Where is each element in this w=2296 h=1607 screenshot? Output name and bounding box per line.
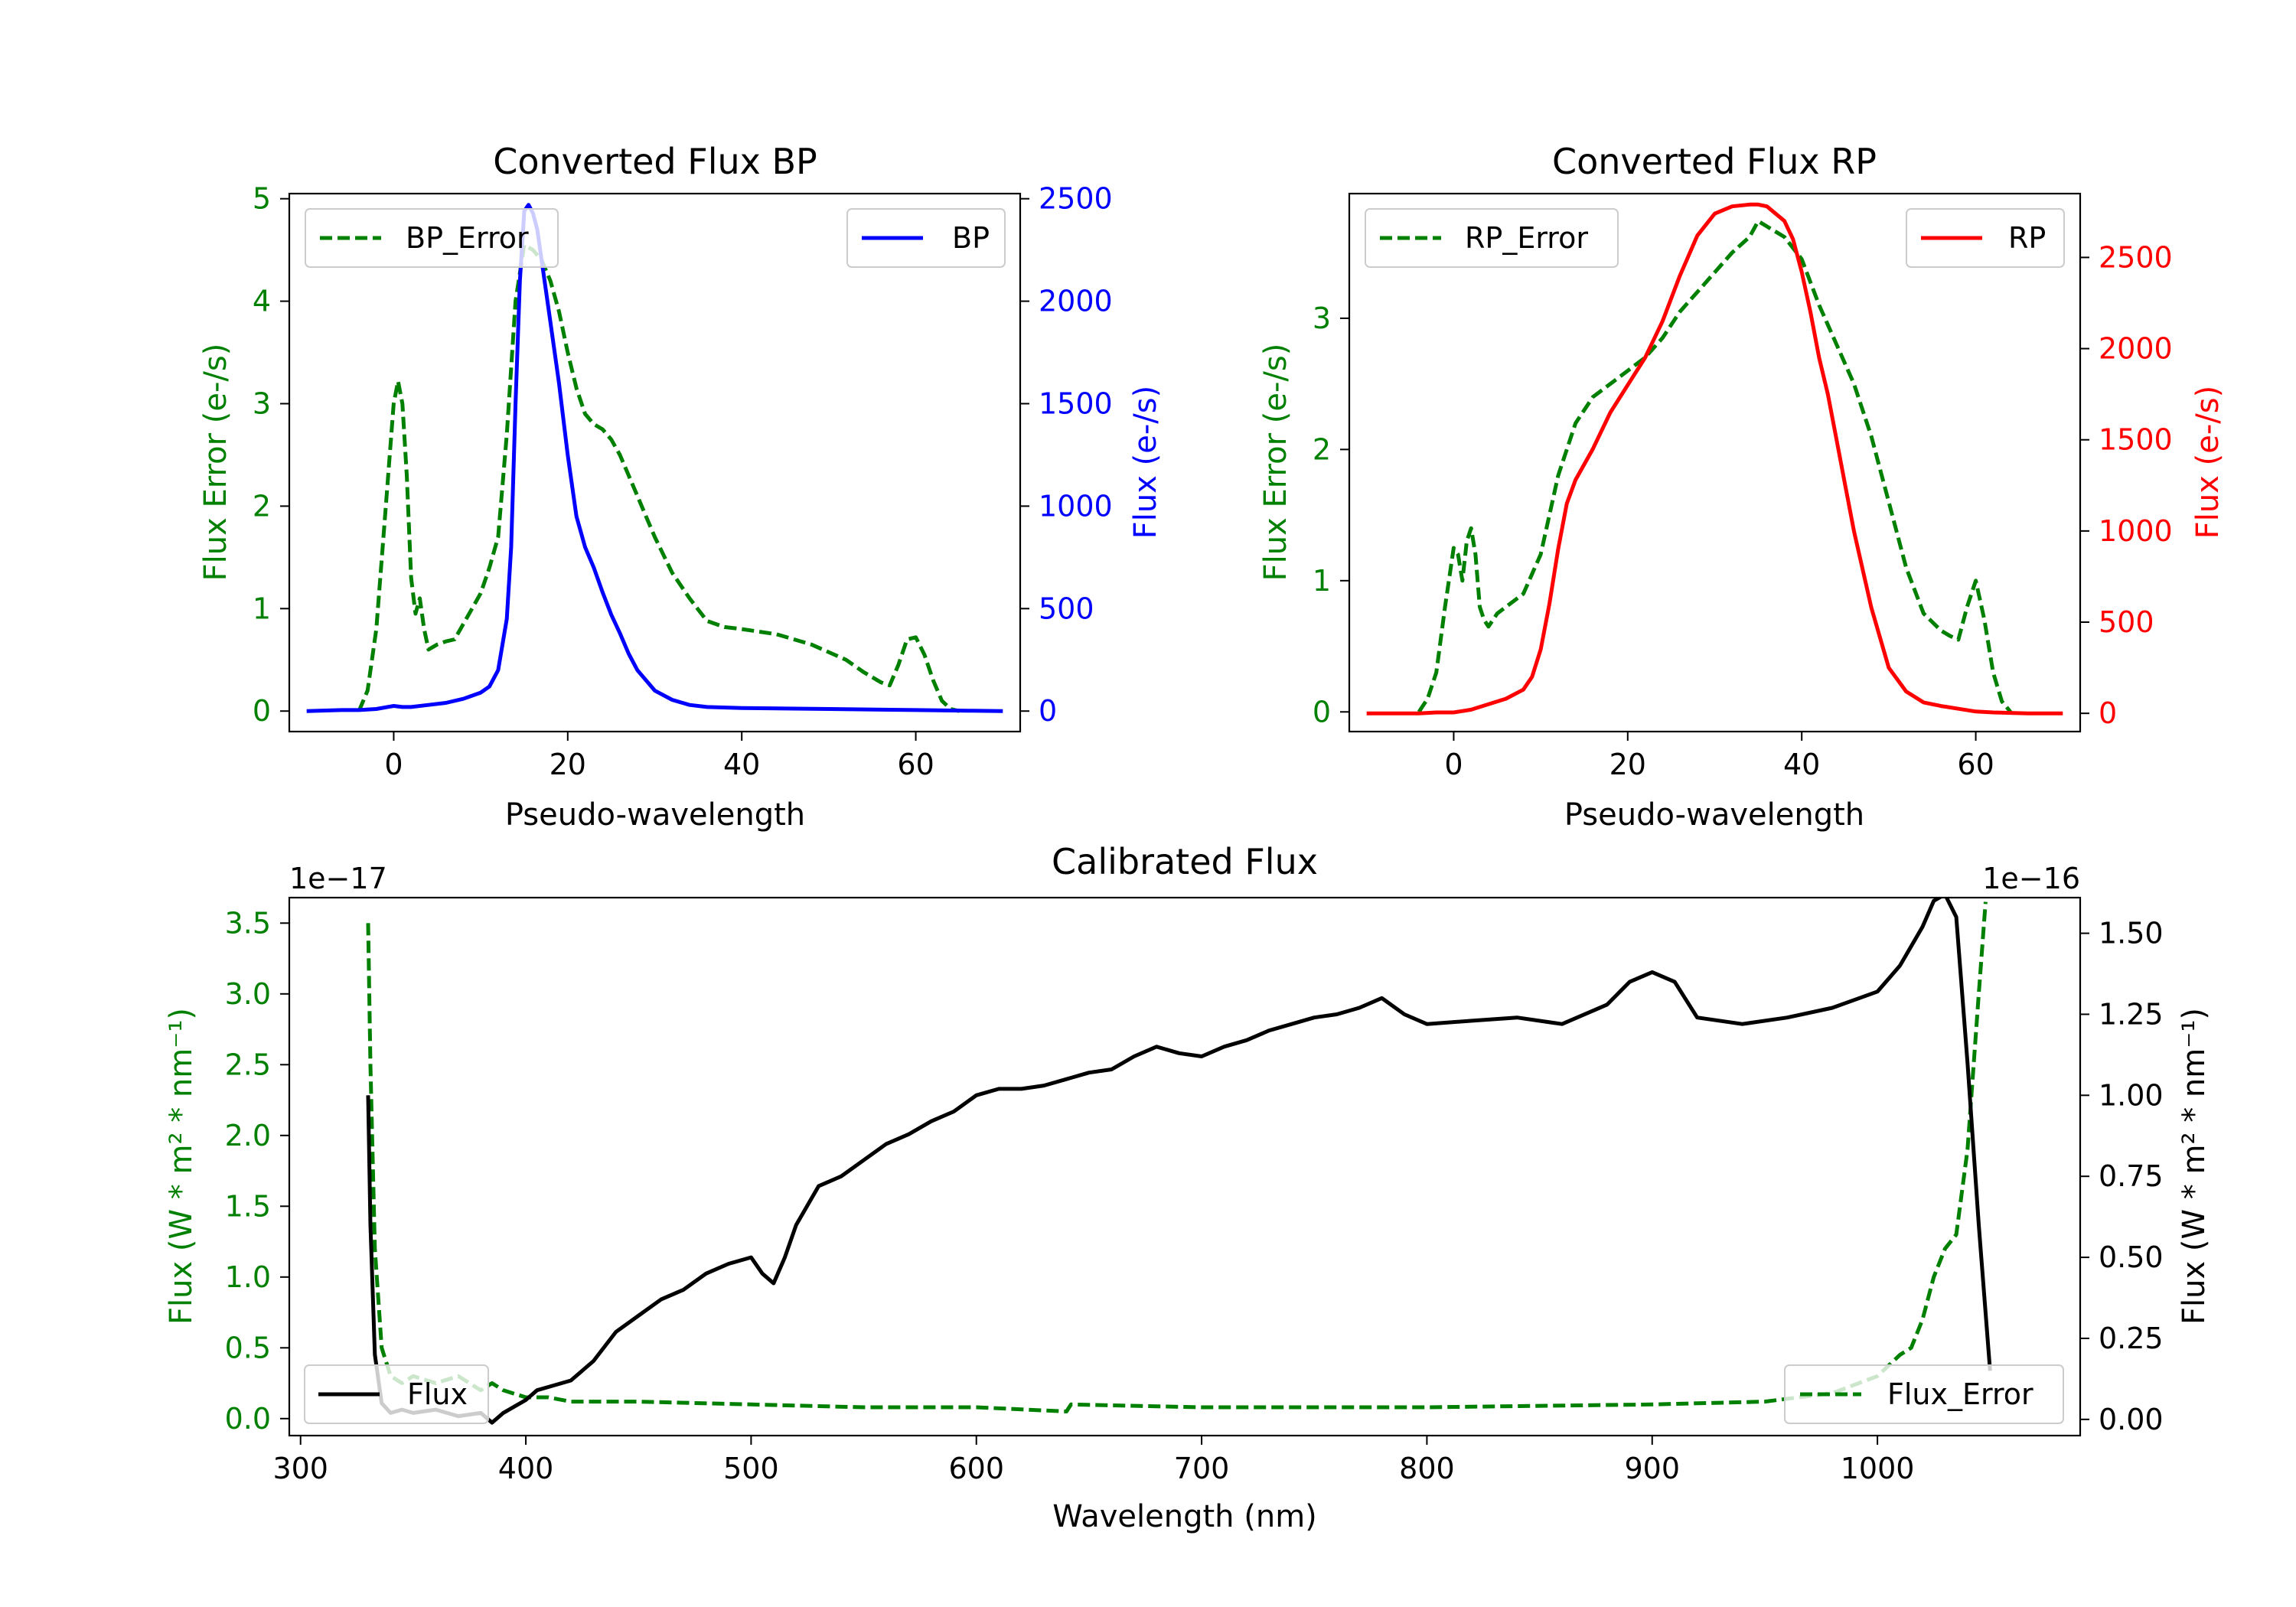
cal-left-tick-label: 3.5 [225, 906, 271, 940]
bp-left-tick-label: 3 [253, 387, 271, 421]
rp-series-rp-line [1366, 202, 2063, 715]
cal-x-tick-label: 500 [723, 1452, 779, 1485]
rp-chart-title: Converted Flux RP [1552, 141, 1877, 182]
cal-legend-flux-label: Flux [407, 1377, 468, 1411]
cal-left-tick-label: 3.0 [225, 977, 271, 1011]
cal-left-axis-label: Flux (W * m² * nm⁻¹) [164, 1008, 199, 1325]
cal-series-flux-line [366, 898, 1992, 1425]
bp-left-tick-label: 4 [253, 285, 271, 318]
bp-series-bp-error-line [357, 243, 960, 713]
rp-left-tick-label: 1 [1313, 564, 1331, 598]
bp-left-axis-label: Flux Error (e-/s) [198, 344, 233, 582]
rp-right-tick-label: 2000 [2099, 332, 2173, 366]
cal-chart-title: Calibrated Flux [1052, 841, 1318, 882]
rp-axes-frame [1348, 192, 2082, 733]
rp-legend-error: RP_Error [1365, 208, 1619, 268]
cal-x-tick-label: 600 [948, 1452, 1004, 1485]
bp-x-tick-label: 20 [550, 748, 586, 781]
rp-right-tick-label: 0 [2099, 696, 2117, 730]
cal-left-tick-label: 1.0 [225, 1260, 271, 1294]
cal-legend-flux: Flux [304, 1364, 489, 1424]
bp-chart-title: Converted Flux BP [493, 141, 817, 182]
cal-x-tick-label: 400 [498, 1452, 554, 1485]
bp-right-tick-label: 2500 [1039, 182, 1113, 216]
bp-legend-error-label: BP_Error [406, 221, 529, 255]
rp-right-tick-label: 500 [2099, 605, 2154, 639]
bp-x-tick-label: 40 [723, 748, 760, 781]
bp-axes-frame [288, 192, 1022, 733]
cal-legend-error: Flux_Error [1784, 1364, 2064, 1424]
cal-right-tick-label: 0.25 [2099, 1322, 2164, 1355]
cal-ticks: 300 400 500 600 700 800 900 1000 0.0 0.5 1.0 1.5 2.0… [225, 906, 2164, 1485]
cal-left-tick-label: 2.5 [225, 1048, 271, 1081]
bp-right-tick-label: 1000 [1039, 489, 1113, 523]
cal-x-tick-label: 1000 [1841, 1452, 1915, 1485]
rp-legend-error-label: RP_Error [1465, 221, 1588, 255]
bp-left-tick-label: 0 [253, 694, 271, 728]
rp-legend-flux-label: RP [2008, 221, 2046, 255]
bp-left-tick-label: 5 [253, 182, 271, 216]
bp-right-tick-label: 500 [1039, 592, 1094, 625]
bp-right-tick-label: 2000 [1039, 285, 1113, 318]
cal-right-tick-label: 0.00 [2099, 1403, 2164, 1436]
rp-x-tick-label: 60 [1957, 748, 1994, 781]
rp-chart-panel: Converted Flux RP 0 20 40 60 0 1 2 3 0 500 1000 150… [1258, 141, 2226, 833]
rp-left-tick-label: 0 [1313, 695, 1331, 729]
cal-x-tick-label: 900 [1624, 1452, 1680, 1485]
rp-left-tick-label: 3 [1313, 302, 1331, 335]
cal-right-tick-label: 0.50 [2099, 1240, 2164, 1274]
cal-left-tick-label: 2.0 [225, 1119, 271, 1152]
rp-x-tick-label: 20 [1609, 748, 1646, 781]
rp-x-tick-label: 0 [1444, 748, 1463, 781]
cal-left-tick-label: 0.5 [225, 1331, 271, 1364]
rp-plot-area [1366, 202, 2063, 715]
cal-x-axis-label: Wavelength (nm) [1052, 1499, 1317, 1534]
rp-left-axis-label: Flux Error (e-/s) [1258, 344, 1293, 582]
cal-axes-frame [288, 896, 2082, 1437]
bp-x-axis-label: Pseudo-wavelength [505, 797, 805, 833]
bp-ticks: 0 20 40 60 0 1 2 3 4 5 0 500 1000 1500 2000 2500 [253, 182, 1113, 781]
cal-left-tick-label: 1.5 [225, 1189, 271, 1223]
cal-left-tick-label: 0.0 [225, 1402, 271, 1436]
bp-x-tick-label: 60 [897, 748, 934, 781]
cal-right-tick-label: 1.25 [2099, 997, 2164, 1031]
cal-right-tick-label: 0.75 [2099, 1159, 2164, 1193]
bp-x-tick-label: 0 [384, 748, 403, 781]
rp-left-tick-label: 2 [1313, 432, 1331, 466]
bp-chart-panel: Converted Flux BP 0 20 40 60 0 1 2 3 4 5 0 500 1000 1… [198, 141, 1163, 833]
bp-right-tick-label: 1500 [1039, 387, 1113, 421]
rp-right-axis-label: Flux (e-/s) [2190, 386, 2226, 539]
cal-x-tick-label: 300 [272, 1452, 328, 1485]
rp-right-tick-label: 1000 [2099, 514, 2173, 548]
rp-legend-flux: RP [1906, 208, 2065, 268]
bp-legend-flux-label: BP [952, 221, 990, 255]
cal-right-tick-label: 1.00 [2099, 1078, 2164, 1112]
cal-right-offset-text: 1e−16 [1982, 862, 2080, 895]
rp-ticks: 0 20 40 60 0 1 2 3 0 500 1000 1500 2000 2500 [1313, 240, 2173, 781]
cal-legend-error-label: Flux_Error [1887, 1377, 2033, 1411]
bp-left-tick-label: 1 [253, 592, 271, 625]
bp-legend-error: BP_Error [305, 208, 559, 268]
cal-left-offset-text: 1e−17 [289, 862, 387, 895]
cal-right-axis-label: Flux (W * m² * nm⁻¹) [2177, 1008, 2212, 1325]
calibrated-chart-panel: Calibrated Flux 1e−17 1e−16 300 400 500 600… [164, 841, 2212, 1534]
bp-right-axis-label: Flux (e-/s) [1128, 386, 1163, 539]
cal-right-tick-label: 1.50 [2099, 917, 2164, 950]
rp-x-tick-label: 40 [1783, 748, 1820, 781]
rp-right-tick-label: 2500 [2099, 240, 2173, 274]
cal-x-tick-label: 800 [1399, 1452, 1455, 1485]
rp-series-rp-error-line [1417, 219, 2012, 713]
rp-right-tick-label: 1500 [2099, 423, 2173, 457]
bp-left-tick-label: 2 [253, 489, 271, 523]
cal-x-tick-label: 700 [1174, 1452, 1230, 1485]
bp-right-tick-label: 0 [1039, 694, 1057, 728]
rp-x-axis-label: Pseudo-wavelength [1564, 797, 1864, 833]
bp-legend-flux: BP [846, 208, 1006, 268]
